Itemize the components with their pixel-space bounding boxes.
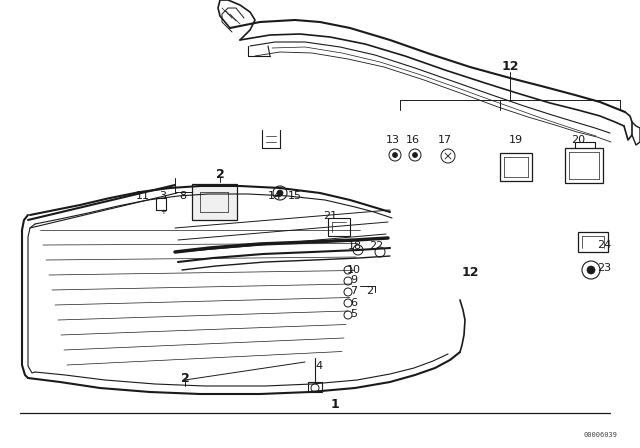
Text: 15: 15: [288, 191, 302, 201]
Text: 7: 7: [351, 286, 358, 296]
Text: 13: 13: [386, 135, 400, 145]
Text: 3: 3: [159, 191, 166, 201]
Text: 00006039: 00006039: [584, 432, 618, 438]
Text: 21: 21: [323, 211, 337, 221]
Text: 5: 5: [351, 309, 358, 319]
Text: 17: 17: [438, 135, 452, 145]
Text: 12: 12: [461, 266, 479, 279]
FancyBboxPatch shape: [328, 218, 350, 236]
Text: 23: 23: [597, 263, 611, 273]
FancyBboxPatch shape: [308, 382, 322, 392]
Text: 24: 24: [597, 240, 611, 250]
Circle shape: [587, 266, 595, 274]
Text: 14: 14: [268, 191, 282, 201]
Text: 6: 6: [351, 298, 358, 308]
FancyBboxPatch shape: [578, 232, 608, 252]
FancyBboxPatch shape: [565, 148, 603, 183]
Text: 19: 19: [509, 135, 523, 145]
Text: 16: 16: [406, 135, 420, 145]
Text: 2: 2: [216, 168, 225, 181]
Text: 20: 20: [571, 135, 585, 145]
FancyBboxPatch shape: [192, 184, 237, 220]
FancyBboxPatch shape: [500, 153, 532, 181]
Text: +: +: [160, 209, 166, 215]
Text: 1: 1: [331, 397, 339, 410]
Text: 11: 11: [136, 191, 150, 201]
Text: 22: 22: [369, 241, 383, 251]
Text: 9: 9: [351, 275, 358, 285]
Text: 12: 12: [501, 60, 519, 73]
Circle shape: [392, 152, 397, 158]
Text: 18: 18: [348, 241, 362, 251]
Text: 10: 10: [347, 265, 361, 275]
Circle shape: [413, 152, 417, 158]
Text: 2: 2: [180, 371, 189, 384]
Text: 2: 2: [367, 286, 374, 296]
Text: 4: 4: [316, 361, 323, 371]
Circle shape: [277, 190, 283, 196]
Text: 8: 8: [179, 191, 187, 201]
